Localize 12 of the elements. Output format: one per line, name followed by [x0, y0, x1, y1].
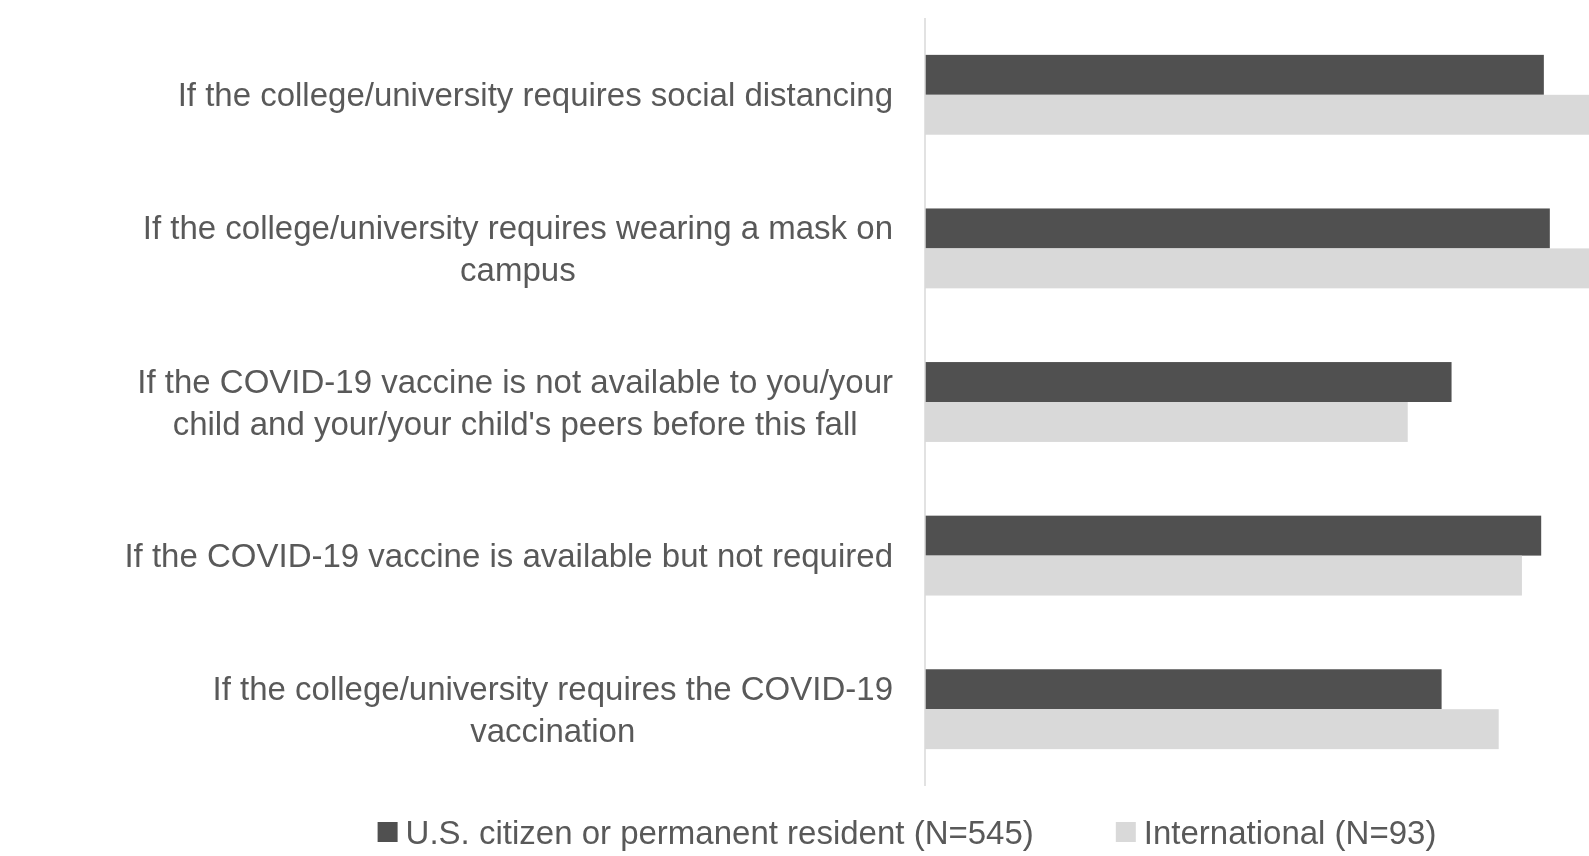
y-tick-label: If the COVID-19 vaccine is not available to you/your child and your/your child's peers before this fall: [137, 362, 894, 442]
bar: [925, 669, 1442, 710]
y-tick-label: If the college/university requires wearing a mask on campus: [142, 208, 893, 288]
legend-label: International (N=93): [1143, 814, 1437, 851]
bar: [925, 208, 1550, 249]
y-tick-label: If the college/university requires the COVID-19 vaccination: [212, 669, 893, 749]
y-tick-label: If the COVID-19 vaccine is available but not required: [124, 537, 893, 575]
bar: [925, 362, 1452, 402]
bar: [925, 54, 1544, 95]
bar: [925, 515, 1542, 556]
y-tick-label: If the college/university requires social distancing: [177, 76, 893, 114]
legend-label: U.S. citizen or permanent resident (N=545): [405, 814, 1034, 851]
